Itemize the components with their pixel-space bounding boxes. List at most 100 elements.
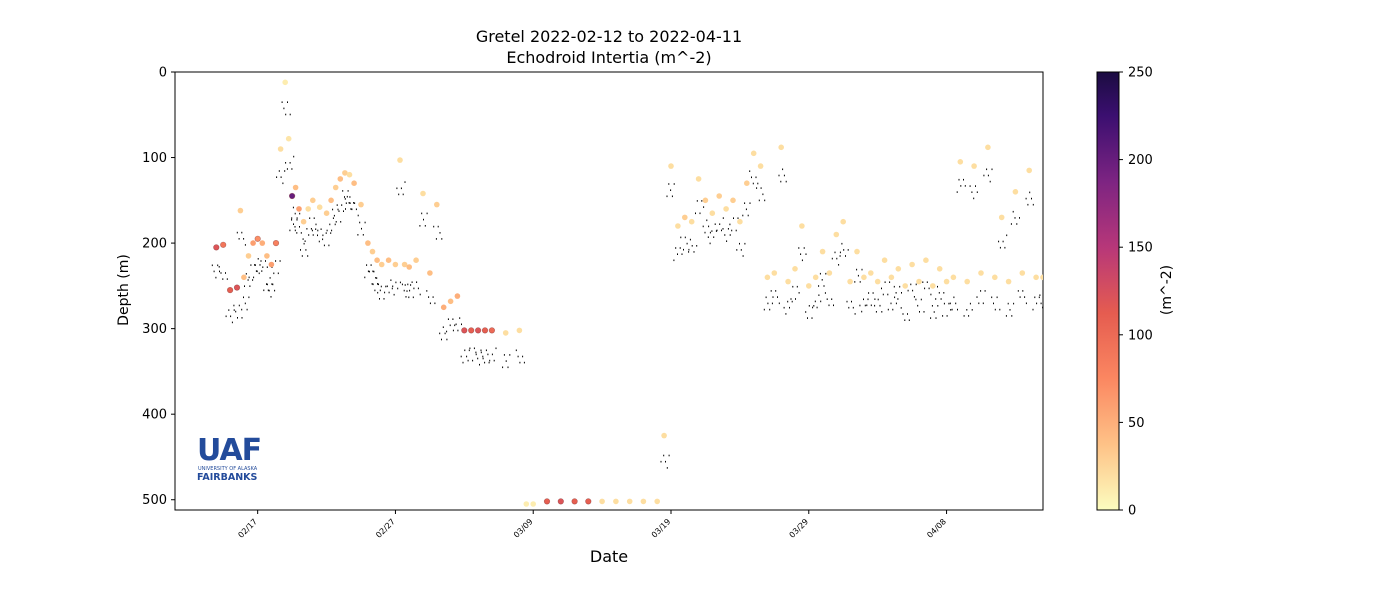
depth-trace-dot <box>758 199 760 202</box>
depth-trace-dot <box>677 253 678 255</box>
depth-trace-dot <box>395 281 397 284</box>
data-point <box>385 257 392 264</box>
depth-trace-dot <box>267 289 269 292</box>
depth-trace-dot <box>211 264 213 267</box>
depth-trace-dot <box>910 283 912 286</box>
depth-trace-dot <box>847 249 849 251</box>
depth-trace-dot <box>252 279 254 281</box>
depth-trace-dot <box>764 199 766 202</box>
depth-trace-dot <box>351 208 353 211</box>
depth-trace-dot <box>699 212 701 215</box>
depth-trace-dot <box>756 187 758 189</box>
depth-trace-dot <box>270 296 272 298</box>
depth-trace-dot <box>938 292 940 294</box>
depth-trace-dot <box>1050 181 1051 183</box>
depth-trace-dot <box>901 292 902 294</box>
depth-trace-dot <box>294 212 296 215</box>
depth-trace-dot <box>848 306 850 309</box>
depth-trace-dot <box>400 187 402 190</box>
data-point <box>888 274 895 281</box>
depth-trace-dot <box>334 223 336 226</box>
depth-trace-dot <box>401 283 403 286</box>
depth-trace-dot <box>304 240 306 242</box>
depth-trace-dot <box>805 253 807 255</box>
depth-trace-dot <box>282 182 284 185</box>
depth-trace-dot <box>519 361 521 364</box>
depth-trace-dot <box>372 270 374 273</box>
depth-trace-dot <box>863 298 864 301</box>
depth-trace-dot <box>769 308 771 311</box>
depth-trace-dot <box>294 229 296 232</box>
data-point <box>978 270 984 276</box>
depth-trace-dot <box>1049 140 1050 142</box>
depth-trace-dot <box>851 300 852 303</box>
depth-trace-dot <box>1011 315 1013 317</box>
depth-trace-dot <box>739 242 740 245</box>
depth-trace-dot <box>407 283 409 286</box>
data-point <box>351 180 357 186</box>
depth-trace-dot <box>428 296 430 298</box>
depth-trace-dot <box>291 168 293 170</box>
depth-trace-dot <box>1014 217 1016 219</box>
data-point <box>454 293 461 299</box>
data-point <box>250 240 256 246</box>
depth-trace-dot <box>241 231 243 234</box>
depth-trace-dot <box>442 326 444 328</box>
depth-trace-dot <box>895 292 897 294</box>
depth-trace-dot <box>735 229 737 232</box>
depth-trace-dot <box>859 304 861 307</box>
depth-trace-dot <box>466 355 468 358</box>
depth-trace-dot <box>1019 217 1020 219</box>
depth-trace-dot <box>668 183 670 185</box>
data-point <box>909 261 915 268</box>
depth-trace-dot <box>280 176 282 178</box>
depth-trace-dot <box>742 255 744 257</box>
depth-trace-dot <box>1025 302 1027 305</box>
depth-trace-dot <box>785 313 787 315</box>
depth-trace-dot <box>1046 301 1047 303</box>
data-point <box>305 206 312 212</box>
depth-trace-dot <box>258 272 260 275</box>
depth-trace-dot <box>326 229 328 232</box>
depth-trace-dot <box>991 168 993 171</box>
depth-trace-dot <box>391 287 393 290</box>
data-point <box>957 159 964 165</box>
depth-trace-dot <box>301 255 303 257</box>
y-tick-label: 300 <box>142 322 167 337</box>
depth-trace-dot <box>383 298 385 300</box>
plot-area <box>174 71 1044 511</box>
data-point <box>985 144 991 151</box>
depth-trace-dot <box>300 249 301 251</box>
data-point <box>854 248 860 255</box>
depth-trace-dot <box>308 234 310 236</box>
depth-trace-dot <box>763 308 765 311</box>
depth-trace-dot <box>355 208 357 211</box>
depth-trace-dot <box>446 338 448 341</box>
depth-trace-dot <box>675 247 677 249</box>
data-point <box>254 235 261 242</box>
depth-trace-dot <box>762 193 764 196</box>
depth-trace-dot <box>892 308 894 311</box>
logo-fairbanks: FAIRBANKS <box>197 472 258 483</box>
data-point <box>461 327 468 334</box>
depth-trace-dot <box>345 202 347 204</box>
data-point <box>778 144 784 151</box>
depth-trace-dot <box>337 208 339 211</box>
data-point <box>874 278 881 285</box>
data-point <box>427 270 433 276</box>
depth-trace-dot <box>409 289 411 292</box>
depth-trace-dot <box>522 355 524 358</box>
depth-trace-dot <box>789 306 790 309</box>
depth-trace-dot <box>1039 294 1041 296</box>
depth-trace-dot <box>894 296 896 299</box>
data-point <box>289 192 296 200</box>
depth-trace-dot <box>495 347 497 350</box>
colorbar-tick-label: 250 <box>1128 66 1153 81</box>
depth-trace-dot <box>816 306 818 309</box>
depth-trace-dot <box>971 309 973 311</box>
data-point <box>695 176 702 182</box>
depth-trace-dot <box>1002 240 1004 243</box>
depth-trace-dot <box>452 318 454 320</box>
depth-trace-dot <box>435 238 437 240</box>
depth-trace-dot <box>249 285 251 287</box>
